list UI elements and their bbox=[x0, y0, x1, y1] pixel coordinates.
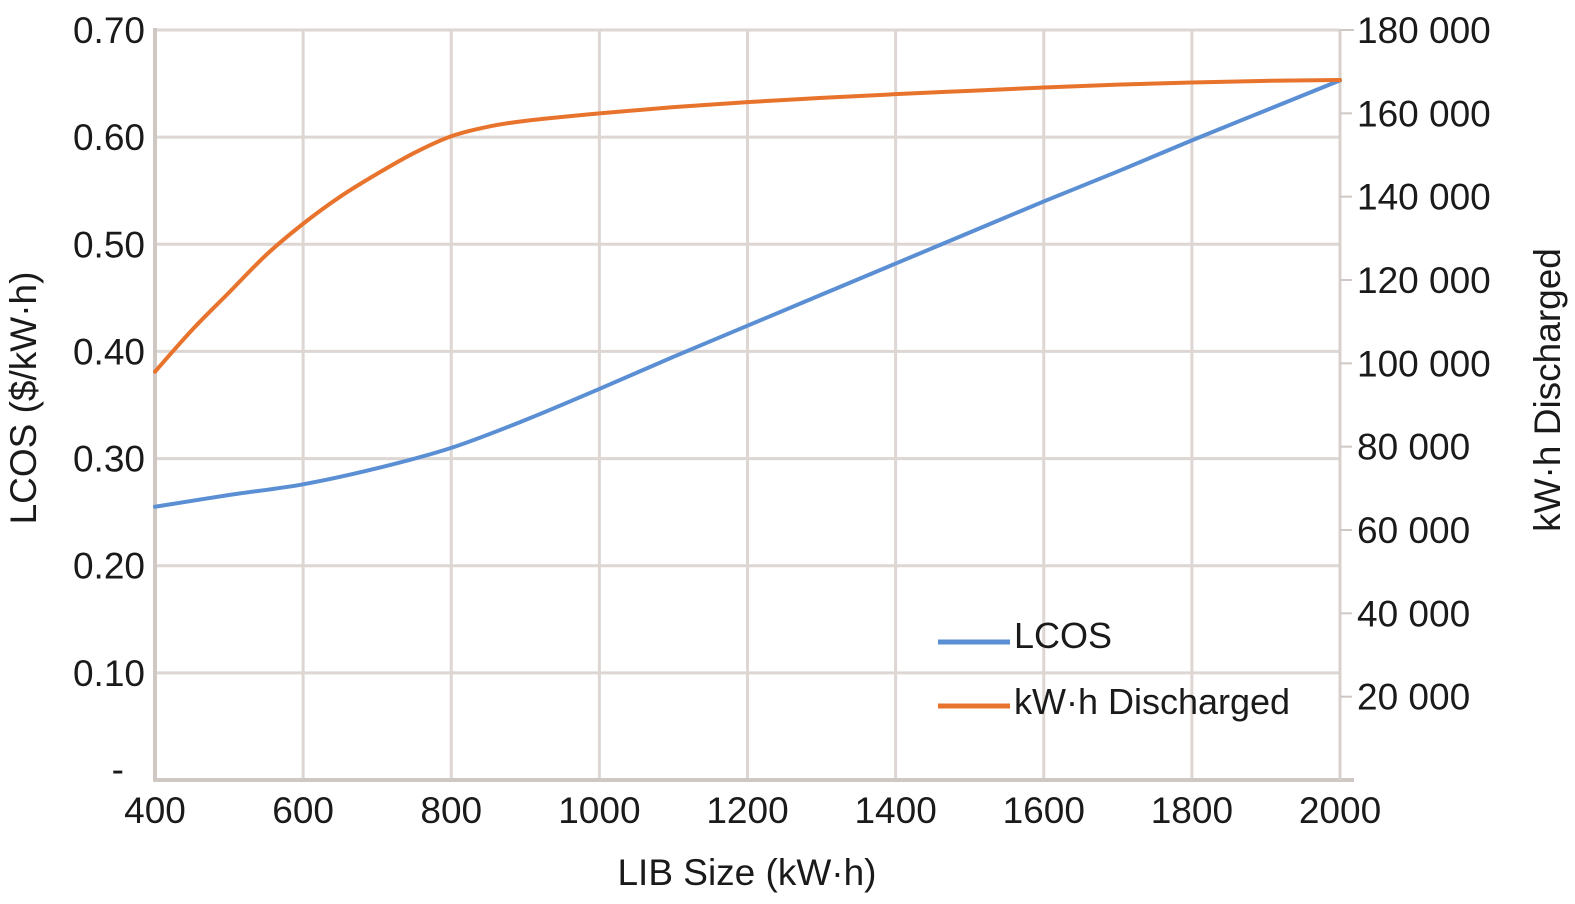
y-tick-label: 0.30 bbox=[73, 439, 145, 480]
legend-label-discharged: kW·h Discharged bbox=[1014, 681, 1290, 722]
y2-tick-label: 20 000 bbox=[1357, 677, 1470, 718]
x-tick-label: 1200 bbox=[706, 790, 788, 831]
x-tick-label: 1600 bbox=[1003, 790, 1085, 831]
series-line-discharged bbox=[153, 78, 1342, 374]
y-tick-label: 0.10 bbox=[73, 653, 145, 694]
x-tick-label: 1000 bbox=[558, 790, 640, 831]
ticks: 400 600 800 1000 1200 1400 1600 1800 2000 - 0.10 0.… bbox=[73, 10, 1491, 831]
y2-tick-label: 40 000 bbox=[1357, 593, 1470, 634]
series-layer bbox=[153, 78, 1342, 509]
y-tick-label: 0.60 bbox=[73, 117, 145, 158]
y2-tick-label: 140 000 bbox=[1357, 177, 1491, 218]
y-tick-label: 0.70 bbox=[73, 10, 145, 51]
y-tick-label: 0.40 bbox=[73, 331, 145, 372]
x-tick-label: 600 bbox=[272, 790, 334, 831]
y-tick-label: 0.20 bbox=[73, 546, 145, 587]
x-tick-label: 1400 bbox=[854, 790, 936, 831]
x-tick-label: 2000 bbox=[1299, 790, 1381, 831]
y-tick-label: 0.50 bbox=[73, 224, 145, 265]
y2-tick-label: 120 000 bbox=[1357, 260, 1491, 301]
x-tick-label: 800 bbox=[420, 790, 482, 831]
y-tick-label: - bbox=[112, 749, 124, 790]
y2-tick-label: 60 000 bbox=[1357, 510, 1470, 551]
x-tick-label: 1800 bbox=[1151, 790, 1233, 831]
y2-tick-label: 160 000 bbox=[1357, 93, 1491, 134]
x-tick-label: 400 bbox=[124, 790, 186, 831]
y2-tick-label: 180 000 bbox=[1357, 10, 1491, 51]
y2-axis-title: kW·h Discharged bbox=[1527, 248, 1568, 532]
y2-tick-label: 80 000 bbox=[1357, 427, 1470, 468]
grid bbox=[155, 28, 1342, 780]
legend-label-lcos: LCOS bbox=[1014, 615, 1112, 656]
y-axis-title: LCOS ($/kW·h) bbox=[3, 272, 44, 525]
series-line-lcos bbox=[153, 78, 1342, 509]
legend: LCOS kW·h Discharged bbox=[938, 615, 1290, 722]
y2-tick-label: 100 000 bbox=[1357, 343, 1491, 384]
x-axis-title: LIB Size (kW·h) bbox=[617, 852, 876, 893]
axes bbox=[153, 28, 1354, 782]
